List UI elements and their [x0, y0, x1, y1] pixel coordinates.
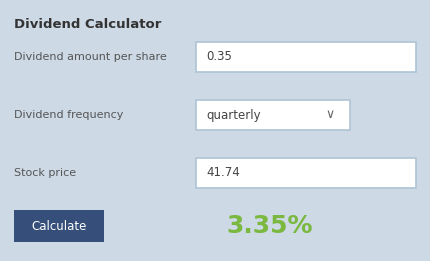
Text: Dividend frequency: Dividend frequency — [14, 110, 123, 120]
Text: 3.35%: 3.35% — [227, 214, 313, 238]
FancyBboxPatch shape — [14, 210, 104, 242]
Text: quarterly: quarterly — [206, 109, 261, 122]
FancyBboxPatch shape — [196, 42, 416, 72]
Text: ∨: ∨ — [326, 109, 335, 122]
FancyBboxPatch shape — [196, 100, 350, 130]
Text: Calculate: Calculate — [31, 220, 87, 233]
Text: 41.74: 41.74 — [206, 167, 240, 180]
Text: Dividend Calculator: Dividend Calculator — [14, 18, 161, 31]
Text: Stock price: Stock price — [14, 168, 76, 178]
Text: 0.35: 0.35 — [206, 50, 232, 63]
FancyBboxPatch shape — [196, 158, 416, 188]
Text: Dividend amount per share: Dividend amount per share — [14, 52, 167, 62]
